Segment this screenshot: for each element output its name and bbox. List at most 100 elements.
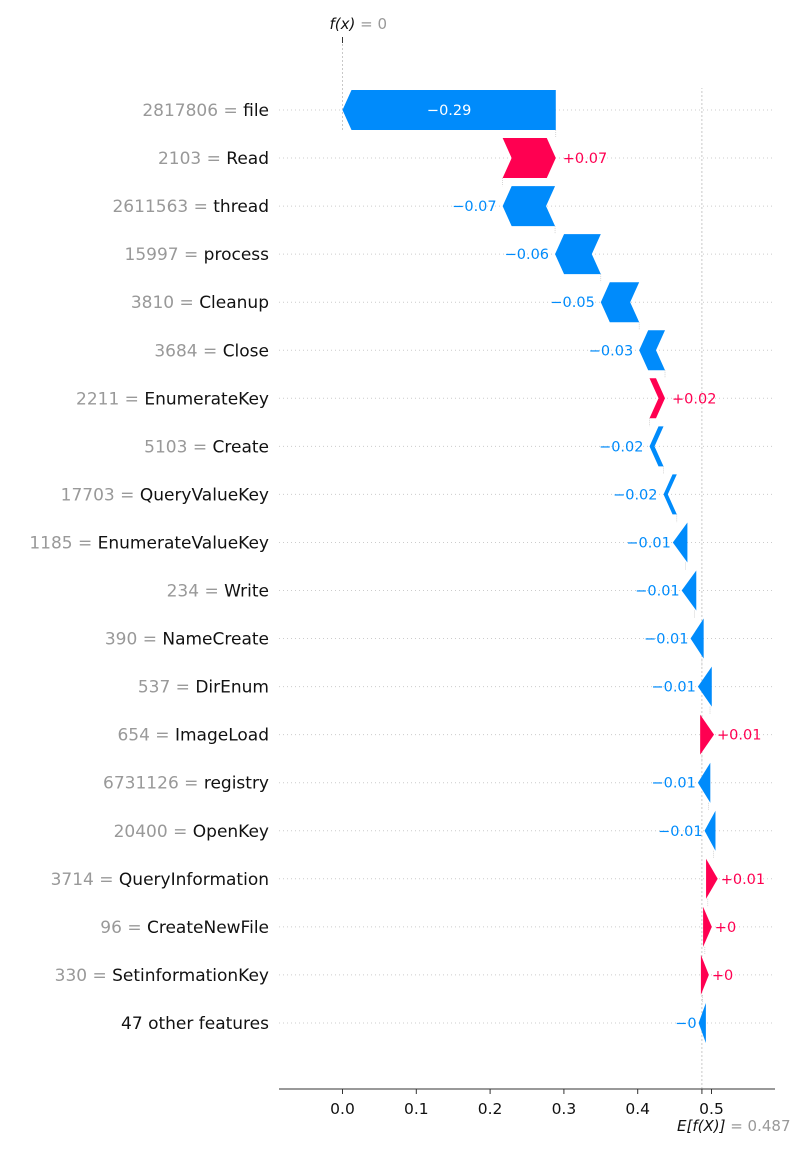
feature-equals: = — [188, 197, 213, 217]
negative-bar — [690, 618, 704, 659]
feature-value: 2211 — [76, 389, 119, 409]
bar-value-label: +0.01 — [721, 872, 765, 888]
feature-name: registry — [204, 774, 269, 794]
bar-value-label: −0.01 — [635, 584, 679, 600]
bar-value-label: +0 — [712, 968, 733, 984]
feature-value: 2103 — [158, 149, 201, 169]
feature-name: Write — [224, 582, 269, 602]
feature-name: OpenKey — [193, 822, 269, 842]
feature-name: ImageLoad — [175, 726, 269, 746]
x-tick-label: 0.1 — [404, 1100, 429, 1118]
bar-value-label: +0 — [715, 920, 736, 936]
positive-bar — [706, 858, 718, 899]
feature-label: 20400 = OpenKey — [114, 822, 269, 842]
feature-equals: = — [115, 485, 140, 505]
negative-bar — [502, 186, 556, 227]
feature-name: 47 other features — [121, 1014, 269, 1034]
feature-value: 537 — [138, 678, 170, 698]
feature-label: 2103 = Read — [158, 149, 269, 169]
bar-value-label: −0.01 — [644, 632, 688, 648]
feature-equals: = — [87, 966, 112, 986]
expected-value-number: = 0.487 — [725, 1117, 790, 1135]
negative-bar — [698, 1002, 706, 1043]
feature-label: 234 = Write — [167, 582, 269, 602]
feature-name: Create — [213, 437, 270, 457]
negative-bar — [697, 762, 711, 803]
bar-value-label: −0.01 — [626, 535, 670, 551]
feature-label: 6731126 = registry — [103, 774, 269, 794]
feature-equals: = — [170, 678, 195, 698]
feature-name: DirEnum — [195, 678, 269, 698]
negative-bar — [663, 474, 677, 515]
feature-label: 2817806 = file — [142, 101, 269, 121]
positive-bar — [700, 954, 709, 995]
x-tick-label: 0.5 — [699, 1100, 724, 1118]
positive-bar — [502, 138, 556, 179]
positive-bar — [700, 714, 715, 755]
feature-equals: = — [73, 533, 98, 553]
feature-value: 3684 — [154, 341, 197, 361]
feature-label: 5103 = Create — [144, 437, 269, 457]
feature-equals: = — [137, 630, 162, 650]
feature-label: 3810 = Cleanup — [131, 293, 269, 313]
bar-value-label: −0.05 — [550, 295, 594, 311]
feature-label: 17703 = QueryValueKey — [61, 485, 269, 505]
feature-name: Read — [226, 149, 269, 169]
feature-equals: = — [201, 149, 226, 169]
negative-bar — [681, 570, 697, 611]
negative-bar — [672, 522, 688, 563]
feature-equals: = — [168, 822, 193, 842]
x-tick-label: 0.3 — [552, 1100, 577, 1118]
feature-name: Close — [223, 341, 269, 361]
fx-value: = 0 — [355, 15, 387, 33]
fx-label: f(x) = 0 — [330, 15, 388, 33]
feature-value: 3810 — [131, 293, 174, 313]
bar-value-label: −0.06 — [505, 247, 549, 263]
negative-bar — [649, 426, 664, 467]
bar-value-label: +0.07 — [563, 151, 607, 167]
feature-value: 3714 — [51, 870, 94, 890]
feature-value: 234 — [167, 582, 199, 602]
fx-name: f(x) — [330, 15, 356, 33]
feature-name: CreateNewFile — [147, 918, 269, 938]
feature-equals: = — [187, 437, 212, 457]
feature-value: 390 — [105, 630, 137, 650]
feature-name: QueryValueKey — [140, 485, 269, 505]
x-tick-label: 0.0 — [330, 1100, 355, 1118]
bar-value-label: −0.01 — [651, 776, 695, 792]
expected-value-label: E[f(X)] = 0.487 — [677, 1117, 791, 1135]
negative-bar — [600, 282, 640, 323]
feature-equals: = — [179, 774, 204, 794]
feature-value: 2611563 — [112, 197, 188, 217]
bar-value-label: +0.01 — [717, 728, 761, 744]
feature-equals: = — [198, 341, 223, 361]
feature-label: 330 = SetinformationKey — [55, 966, 269, 986]
feature-name: process — [204, 245, 269, 265]
bar-value-label: −0.02 — [613, 487, 657, 503]
feature-label: 2211 = EnumerateKey — [76, 389, 269, 409]
bar-value-label: +0.02 — [672, 391, 716, 407]
feature-name: EnumerateKey — [144, 389, 269, 409]
feature-label: 537 = DirEnum — [138, 678, 269, 698]
feature-value: 5103 — [144, 437, 187, 457]
feature-value: 17703 — [61, 485, 115, 505]
feature-label: 390 = NameCreate — [105, 630, 269, 650]
bar-value-label: −0.01 — [651, 680, 695, 696]
feature-value: 6731126 — [103, 774, 179, 794]
x-tick-label: 0.4 — [625, 1100, 650, 1118]
x-tick-label: 0.2 — [478, 1100, 503, 1118]
negative-bar — [704, 810, 716, 851]
feature-value: 1185 — [29, 533, 72, 553]
feature-label: 3684 = Close — [154, 341, 269, 361]
feature-label: 15997 = process — [125, 245, 270, 265]
feature-equals: = — [199, 582, 224, 602]
bar-value-label: −0.07 — [452, 199, 496, 215]
negative-bar — [697, 666, 712, 707]
feature-equals: = — [218, 101, 243, 121]
feature-equals: = — [150, 726, 175, 746]
bar-value-label: −0.29 — [427, 103, 471, 119]
negative-bar — [639, 330, 666, 371]
feature-label: 47 other features — [121, 1014, 269, 1034]
